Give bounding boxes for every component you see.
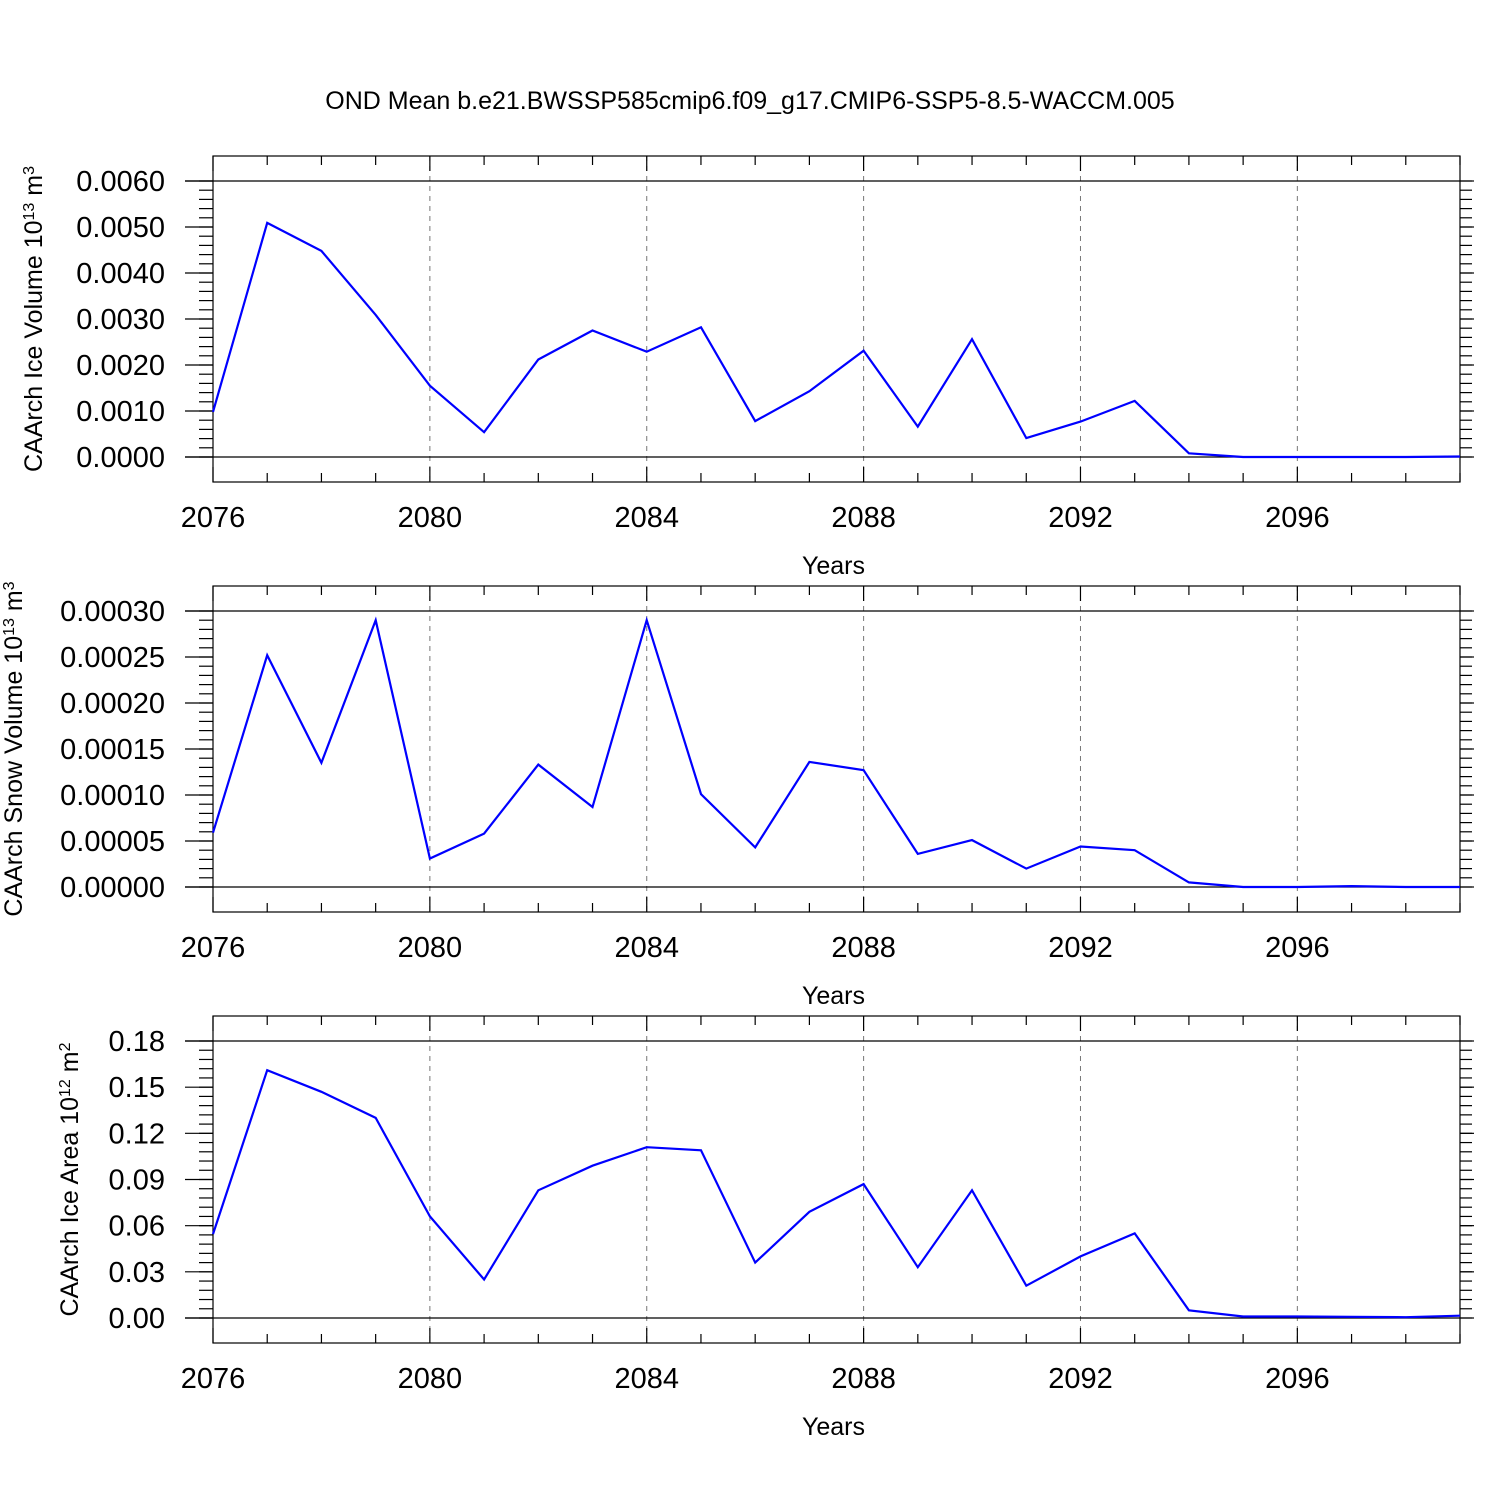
y-tick-label: 0.09 xyxy=(109,1165,165,1197)
y-tick-label: 0.00005 xyxy=(60,826,165,858)
chart-panel-2: 0.00000 0.00005 0.00010 0.00015 0.00020 0.000… xyxy=(0,581,1474,1010)
series-line xyxy=(211,221,1461,459)
x-tick-label: 2084 xyxy=(614,502,679,534)
y-tick-label: 0.06 xyxy=(109,1211,165,1243)
chart-title: OND Mean b.e21.BWSSP585cmip6.f09_g17.CMI… xyxy=(325,87,1174,115)
x-tick-label: 2080 xyxy=(398,502,463,534)
y-tick-label: 0.18 xyxy=(109,1026,165,1058)
x-tick-label: 2096 xyxy=(1265,932,1330,964)
x-tick-label: 2092 xyxy=(1048,932,1113,964)
y-tick-label: 0.15 xyxy=(109,1072,165,1104)
y-tick-label: 0.03 xyxy=(109,1257,165,1289)
y-axis-title: CAArch Ice Volume 1013 m3 xyxy=(20,166,48,472)
y-tick-label: 0.0040 xyxy=(76,258,165,290)
x-tick-label: 2080 xyxy=(398,1363,463,1395)
x-axis-title: Years xyxy=(802,982,865,1010)
x-tick-label: 2084 xyxy=(614,1363,679,1395)
x-tick-label: 2096 xyxy=(1265,502,1330,534)
y-tick-label: 0.00010 xyxy=(60,780,165,812)
x-tick-label: 2076 xyxy=(181,1363,246,1395)
x-axis-title: Years xyxy=(802,1413,865,1441)
x-tick-label: 2092 xyxy=(1048,1363,1113,1395)
y-tick-label: 0.00015 xyxy=(60,734,165,766)
x-tick-label: 2084 xyxy=(614,932,679,964)
y-tick-label: 0.0000 xyxy=(76,442,165,474)
x-tick-label: 2080 xyxy=(398,932,463,964)
y-axis-title: CAArch Snow Volume 1013 m3 xyxy=(0,581,28,916)
x-tick-label: 2088 xyxy=(831,1363,896,1395)
chart-panel-1: 0.0000 0.0010 0.0020 0.0030 0.0040 0.0050 0.00… xyxy=(20,155,1474,580)
y-tick-label: 0.00025 xyxy=(60,642,165,674)
y-tick-label: 0.0060 xyxy=(76,166,165,198)
x-tick-label: 2092 xyxy=(1048,502,1113,534)
y-tick-label: 0.12 xyxy=(109,1118,165,1150)
series-line xyxy=(211,1068,1461,1319)
series-line xyxy=(211,616,1460,889)
x-tick-label: 2076 xyxy=(181,932,246,964)
x-tick-label: 2096 xyxy=(1265,1363,1330,1395)
y-tick-label: 0.0010 xyxy=(76,396,165,428)
chart-panels: 0.0000 0.0010 0.0020 0.0030 0.0040 0.0050 0.00… xyxy=(0,155,1474,1441)
y-tick-label: 0.00030 xyxy=(60,596,165,628)
y-tick-label: 0.00020 xyxy=(60,688,165,720)
y-tick-label: 0.0050 xyxy=(76,212,165,244)
plot-frame xyxy=(212,155,1461,483)
y-axis-title: CAArch Ice Area 1012 m2 xyxy=(56,1042,84,1316)
x-axis-title: Years xyxy=(802,552,865,580)
x-tick-label: 2088 xyxy=(831,932,896,964)
plot-frame xyxy=(212,1015,1461,1344)
x-tick-label: 2076 xyxy=(181,502,246,534)
y-tick-label: 0.0020 xyxy=(76,350,165,382)
x-tick-label: 2088 xyxy=(831,502,896,534)
y-tick-label: 0.00000 xyxy=(60,872,165,904)
plot-frame xyxy=(212,585,1461,913)
chart-panel-3: 0.00 0.03 0.06 0.09 0.12 0.15 0.18 2076 2080 2084… xyxy=(56,1015,1474,1441)
y-tick-label: 0.00 xyxy=(109,1303,165,1335)
y-tick-label: 0.0030 xyxy=(76,304,165,336)
